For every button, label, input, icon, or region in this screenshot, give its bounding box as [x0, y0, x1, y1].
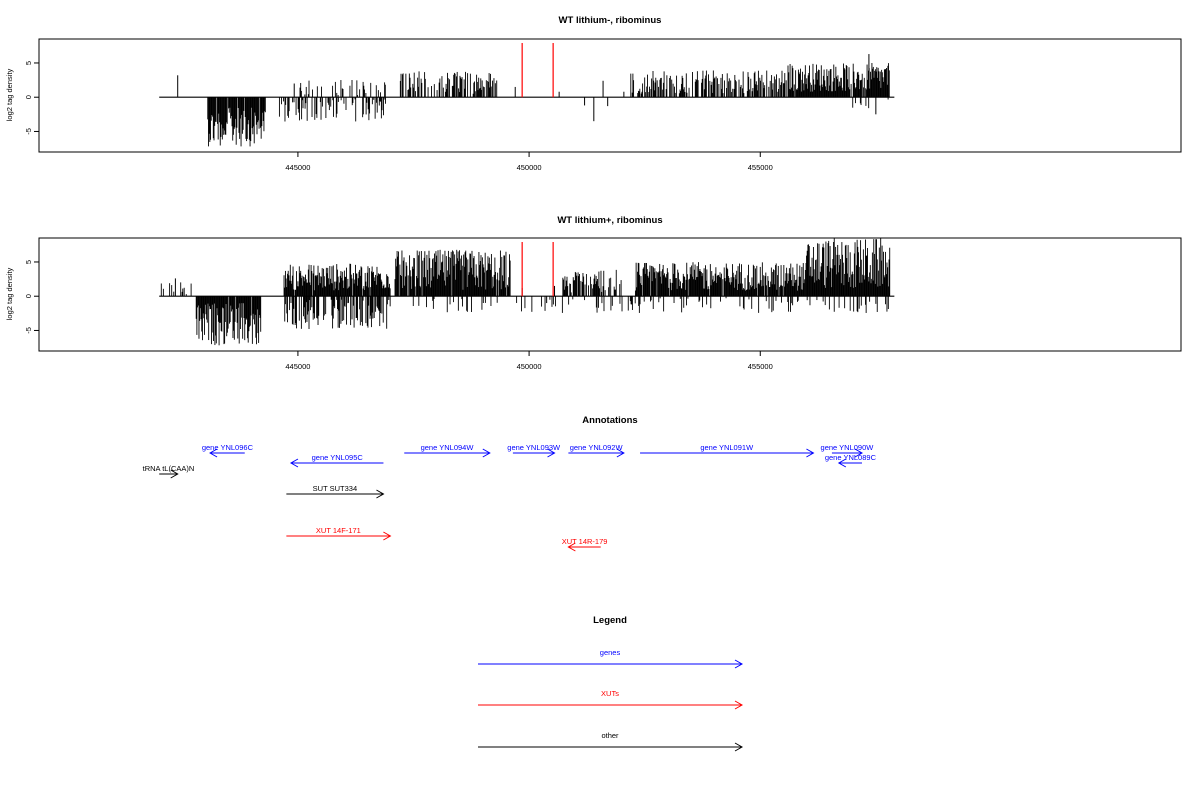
track-panel-lithium-minus: WT lithium-, ribominus log2 tag density … — [5, 15, 1182, 172]
legend-title: Legend — [593, 615, 627, 626]
legend-entries: genes XUTs other — [478, 648, 744, 752]
y-tick-label: 0 — [24, 95, 33, 99]
annotation-feature: gene YNL089C — [825, 453, 877, 468]
annotation-feature: gene YNL092W — [568, 443, 625, 458]
legend-label: genes — [600, 648, 621, 657]
feature-label: gene YNL094W — [421, 443, 475, 452]
legend-label: other — [601, 731, 619, 740]
x-tick-label: 455000 — [748, 362, 773, 371]
annotation-feature: gene YNL095C — [289, 453, 384, 468]
y-tick-label: 5 — [24, 260, 33, 264]
annotation-feature: XUT 14F-171 — [286, 526, 392, 541]
feature-label: gene YNL091W — [700, 443, 754, 452]
legend-panel: Legend genes XUTs other — [478, 615, 744, 752]
x-tick-label: 445000 — [285, 362, 310, 371]
axes: 445000 450000 455000 -5 0 5 — [24, 260, 773, 371]
annotation-feature: gene YNL090W — [821, 443, 875, 458]
annotation-feature: gene YNL096C — [202, 443, 254, 458]
arrow-right-icon — [547, 448, 556, 458]
axes: 445000 450000 455000 -5 0 5 — [24, 61, 773, 172]
feature-label: gene YNL096C — [202, 443, 254, 452]
legend-entry: XUTs — [478, 689, 744, 710]
arrow-right-icon — [734, 700, 744, 710]
legend-entry: genes — [478, 648, 744, 669]
y-axis-label: log2 tag density — [5, 68, 14, 121]
arrow-left-icon — [567, 542, 576, 552]
x-tick-label: 450000 — [517, 362, 542, 371]
y-axis-label: log2 tag density — [5, 267, 14, 320]
feature-label: SUT SUT334 — [313, 484, 357, 493]
x-tick-label: 455000 — [748, 163, 773, 172]
arrow-right-icon — [854, 448, 863, 458]
y-tick-label: -5 — [24, 128, 33, 135]
arrow-right-icon — [383, 531, 392, 541]
arrow-right-icon — [616, 448, 625, 458]
arrow-left-icon — [837, 458, 847, 468]
legend-entry: other — [478, 731, 744, 752]
arrow-right-icon — [376, 489, 385, 499]
plot-area — [159, 238, 895, 346]
panel-title: WT lithium+, ribominus — [557, 215, 662, 226]
arrow-left-icon — [209, 448, 218, 458]
arrow-right-icon — [734, 742, 744, 752]
feature-label: gene YNL089C — [825, 453, 877, 462]
arrow-right-icon — [734, 659, 744, 669]
y-tick-label: -5 — [24, 327, 33, 334]
annotation-features: gene YNL096C gene YNL095C gene YNL094W gene… — [143, 443, 877, 552]
annotation-feature: gene YNL091W — [640, 443, 815, 458]
arrow-right-icon — [170, 469, 179, 479]
annotations-title: Annotations — [582, 415, 637, 426]
feature-label: gene YNL092W — [570, 443, 624, 452]
arrow-left-icon — [289, 458, 299, 468]
track-panel-lithium-plus: WT lithium+, ribominus log2 tag density … — [5, 215, 1182, 371]
annotation-feature: tRNA tL(CAA)N — [143, 464, 195, 479]
feature-label: XUT 14F-171 — [316, 526, 361, 535]
x-tick-label: 445000 — [285, 163, 310, 172]
feature-label: gene YNL095C — [312, 453, 364, 462]
plot-area — [159, 43, 895, 147]
y-tick-label: 5 — [24, 61, 33, 65]
panel-title: WT lithium-, ribominus — [559, 15, 662, 26]
annotation-feature: XUT 14R-179 — [562, 537, 608, 552]
feature-label: gene YNL090W — [821, 443, 875, 452]
feature-label: gene YNL093W — [507, 443, 561, 452]
annotation-feature: gene YNL094W — [404, 443, 491, 458]
plot-frame — [38, 38, 1182, 153]
plot-frame — [38, 237, 1182, 352]
arrow-right-icon — [806, 448, 815, 458]
legend-label: XUTs — [601, 689, 619, 698]
arrow-right-icon — [482, 448, 491, 458]
y-tick-label: 0 — [24, 294, 33, 298]
x-tick-label: 450000 — [517, 163, 542, 172]
annotation-feature: gene YNL093W — [507, 443, 561, 458]
feature-label: tRNA tL(CAA)N — [143, 464, 195, 473]
feature-label: XUT 14R-179 — [562, 537, 608, 546]
annotation-feature: SUT SUT334 — [286, 484, 385, 499]
